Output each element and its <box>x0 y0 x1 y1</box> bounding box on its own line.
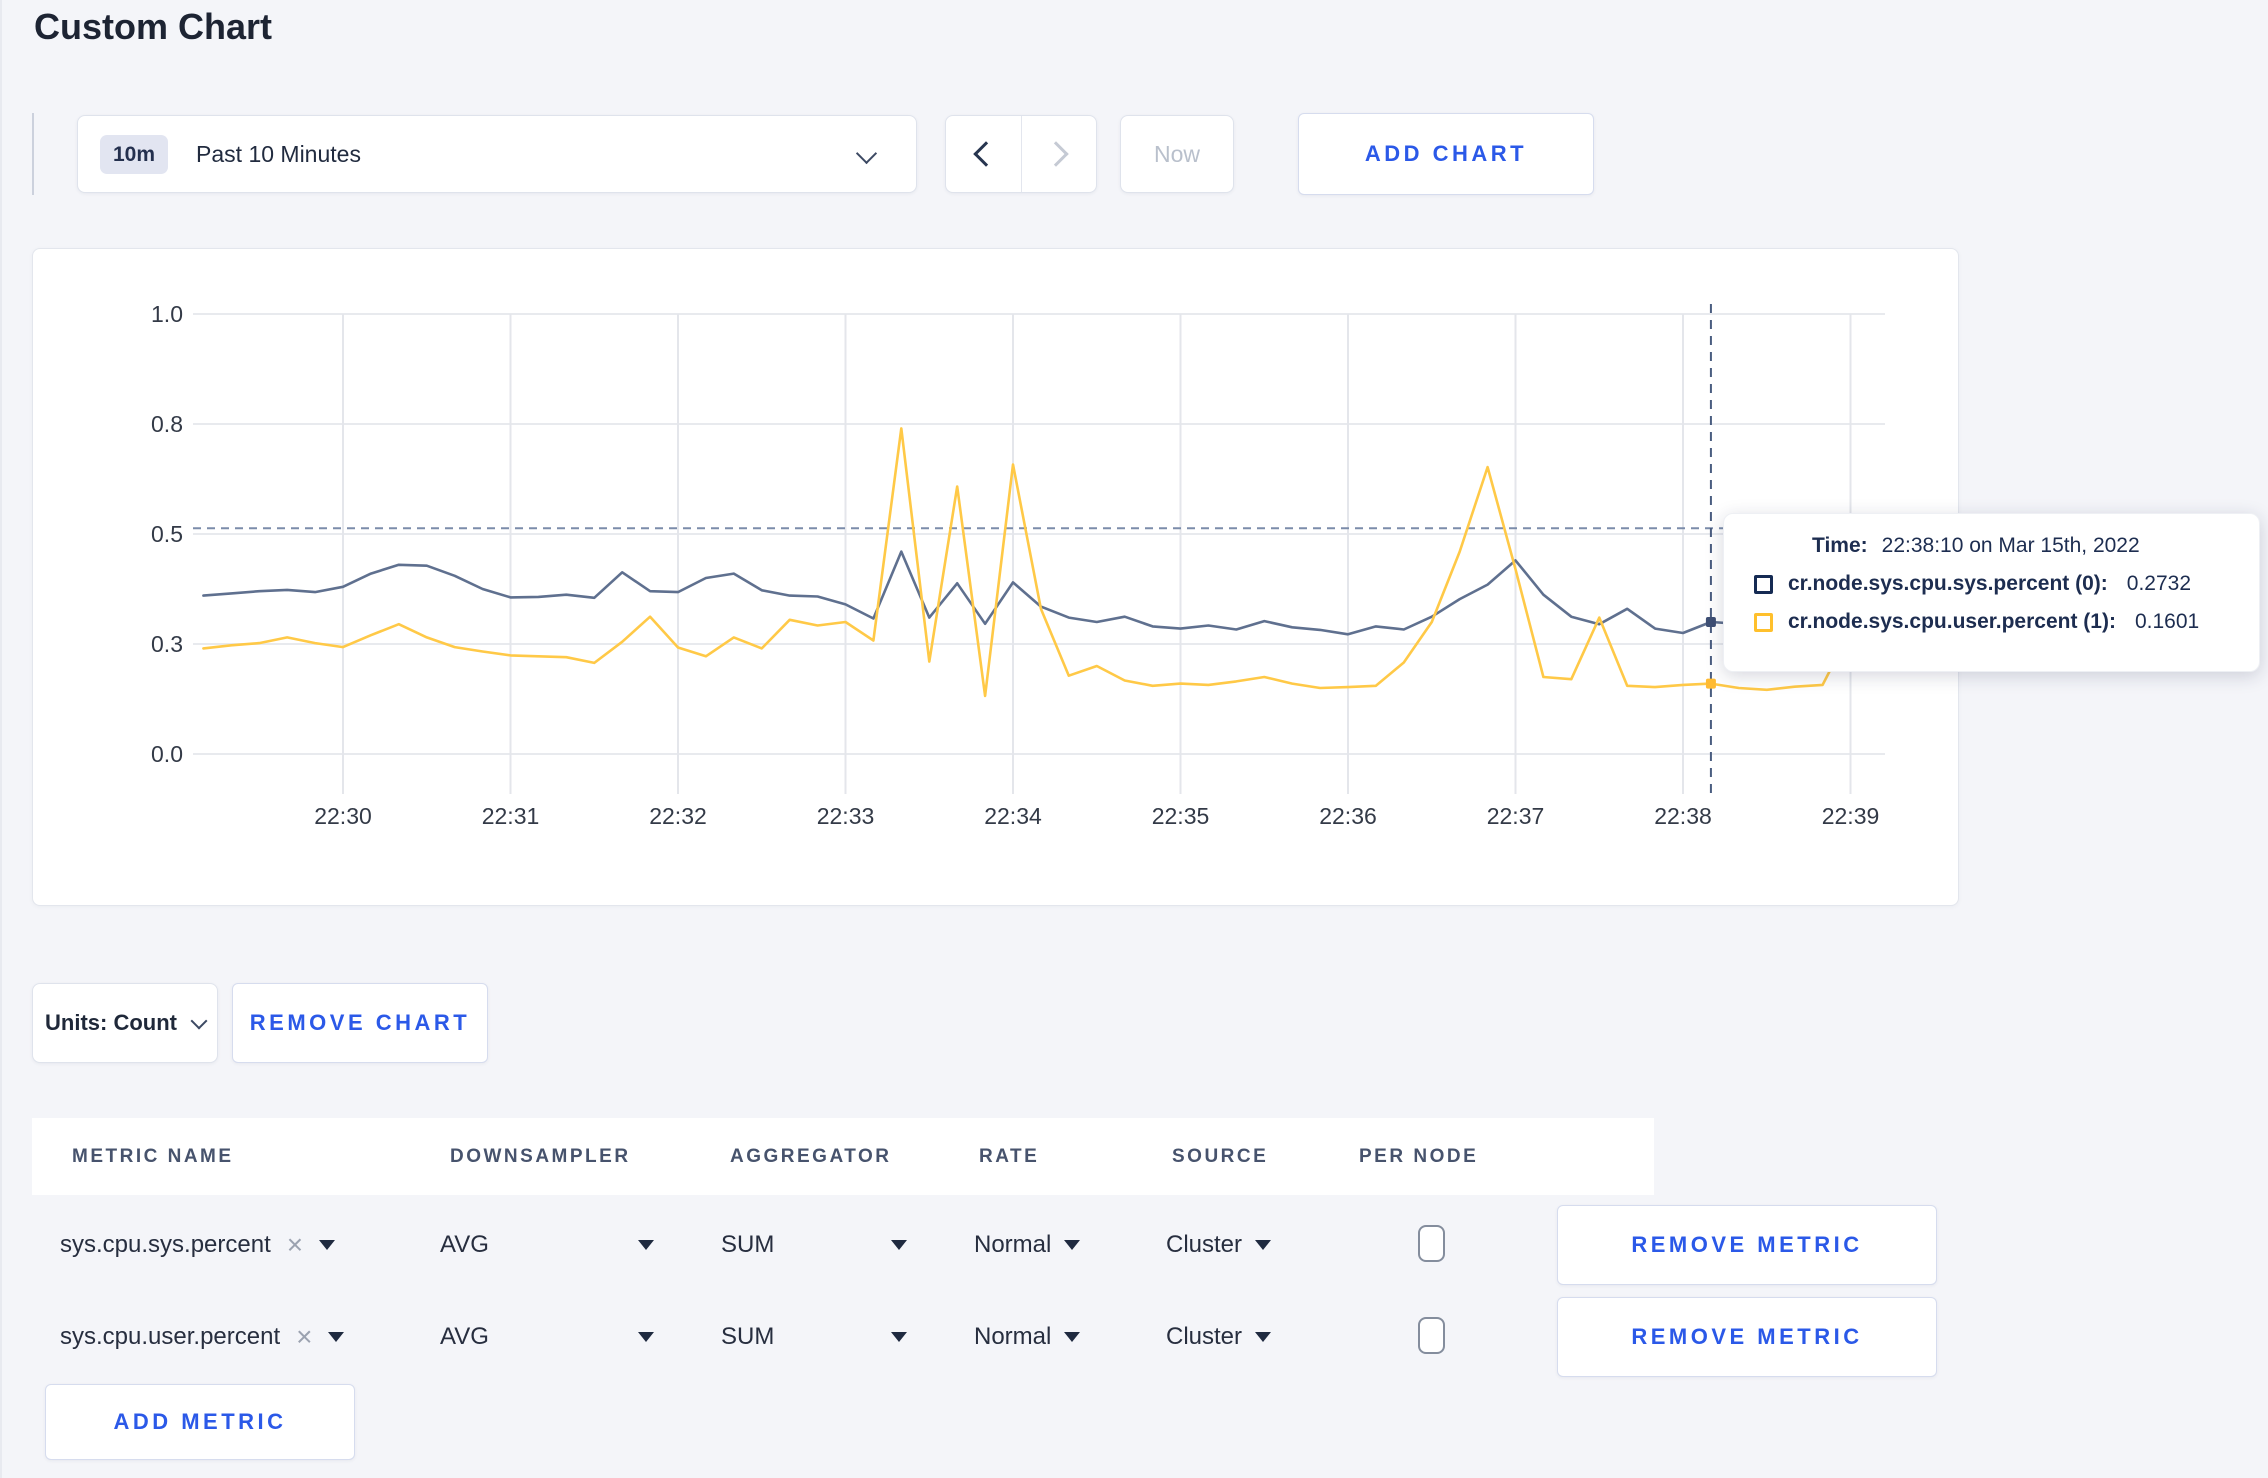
source-select[interactable]: Cluster <box>1166 1297 1272 1377</box>
source-select[interactable]: Cluster <box>1166 1205 1272 1285</box>
caret-down-icon <box>1064 1332 1081 1342</box>
time-range-dropdown[interactable]: 10m Past 10 Minutes <box>77 115 917 193</box>
rate-value: Normal <box>974 1231 1052 1258</box>
metric-name-select[interactable]: sys.cpu.user.percent × <box>60 1297 345 1377</box>
col-source: SOURCE <box>1172 1146 1269 1167</box>
col-metric-name: METRIC NAME <box>72 1146 234 1167</box>
timeseries-chart[interactable] <box>33 249 1960 907</box>
downsampler-select[interactable]: AVG <box>440 1297 654 1377</box>
x-tick-label: 22:34 <box>984 803 1042 829</box>
downsampler-value: AVG <box>440 1231 489 1258</box>
x-tick-label: 22:31 <box>481 803 540 829</box>
aggregator-value: SUM <box>721 1323 775 1350</box>
per-node-checkbox[interactable] <box>1418 1317 1445 1354</box>
col-downsampler: DOWNSAMPLER <box>450 1146 631 1167</box>
tooltip-time-value: 22:38:10 on Mar 15th, 2022 <box>1881 534 2140 557</box>
controls-divider <box>32 113 34 195</box>
tooltip-series-row: cr.node.sys.cpu.user.percent (1): 0.1601 <box>1754 610 2259 634</box>
chart-tooltip: Time: 22:38:10 on Mar 15th, 2022 cr.node.… <box>1723 513 2260 672</box>
x-tick-label: 22:30 <box>314 803 372 829</box>
col-aggregator: AGGREGATOR <box>730 1146 892 1167</box>
caret-down-icon <box>319 1240 336 1250</box>
caret-down-icon <box>1255 1240 1272 1250</box>
per-node-checkbox[interactable] <box>1418 1225 1445 1262</box>
metric-name-select[interactable]: sys.cpu.sys.percent × <box>60 1205 336 1285</box>
caret-down-icon <box>891 1332 907 1342</box>
y-tick-label: 1.0 <box>151 301 183 327</box>
metric-name-value: sys.cpu.user.percent <box>60 1323 281 1350</box>
tooltip-series-value: 0.2732 <box>2126 572 2192 595</box>
col-rate: RATE <box>979 1146 1040 1167</box>
caret-down-icon <box>328 1332 345 1342</box>
rate-value: Normal <box>974 1323 1052 1350</box>
x-tick-label: 22:39 <box>1821 803 1880 829</box>
tooltip-series-label: cr.node.sys.cpu.sys.percent (0): <box>1788 572 2108 595</box>
downsampler-value: AVG <box>440 1323 489 1350</box>
tooltip-series-row: cr.node.sys.cpu.sys.percent (0): 0.2732 <box>1754 572 2259 596</box>
clear-metric-icon[interactable]: × <box>296 1321 313 1352</box>
tooltip-time-label: Time: <box>1812 534 1868 557</box>
caret-down-icon <box>1255 1332 1272 1342</box>
caret-down-icon <box>1064 1240 1081 1250</box>
metrics-table-header: METRIC NAME DOWNSAMPLER AGGREGATOR RATE … <box>32 1118 1654 1195</box>
add-chart-button[interactable]: ADD CHART <box>1298 113 1594 195</box>
rate-select[interactable]: Normal <box>974 1297 1081 1377</box>
x-tick-label: 22:36 <box>1319 803 1377 829</box>
time-range-badge: 10m <box>100 134 169 174</box>
units-dropdown[interactable]: Units: Count <box>32 983 218 1063</box>
chevron-down-icon <box>190 1012 208 1030</box>
source-value: Cluster <box>1166 1323 1243 1350</box>
page-title: Custom Chart <box>34 6 273 47</box>
source-value: Cluster <box>1166 1231 1243 1258</box>
time-back-button[interactable] <box>946 116 1022 192</box>
remove-metric-button[interactable]: REMOVE METRIC <box>1557 1205 1937 1285</box>
metric-name-value: sys.cpu.sys.percent <box>60 1231 271 1258</box>
sys-percent-swatch-icon <box>1754 574 1773 594</box>
clear-metric-icon[interactable]: × <box>286 1229 304 1260</box>
chevron-down-icon <box>855 142 878 165</box>
remove-chart-button[interactable]: REMOVE CHART <box>232 983 488 1063</box>
downsampler-select[interactable]: AVG <box>440 1205 654 1285</box>
chevron-right-icon <box>1043 141 1069 167</box>
time-forward-button[interactable] <box>1022 116 1097 192</box>
caret-down-icon <box>891 1240 907 1250</box>
y-tick-label: 0.5 <box>151 521 183 547</box>
metric-row: sys.cpu.user.percent × AVG SUM Normal Cl… <box>32 1297 1937 1377</box>
caret-down-icon <box>638 1332 654 1342</box>
y-tick-label: 0.8 <box>151 411 183 437</box>
x-tick-label: 22:38 <box>1654 803 1712 829</box>
rate-select[interactable]: Normal <box>974 1205 1081 1285</box>
now-button[interactable]: Now <box>1120 115 1234 193</box>
chart-panel: 0.0 0.3 0.5 0.8 1.0 22:30 22:31 22:32 22:33 22:3… <box>32 248 1959 906</box>
tooltip-time: Time: 22:38:10 on Mar 15th, 2022 <box>1812 534 2259 558</box>
aggregator-select[interactable]: SUM <box>721 1205 907 1285</box>
tooltip-series-value: 0.1601 <box>2134 610 2200 633</box>
time-nav-arrows <box>945 115 1097 193</box>
add-metric-button[interactable]: ADD METRIC <box>45 1384 355 1460</box>
x-tick-label: 22:35 <box>1151 803 1210 829</box>
y-tick-label: 0.0 <box>151 741 183 767</box>
col-per-node: PER NODE <box>1359 1146 1479 1167</box>
remove-metric-button[interactable]: REMOVE METRIC <box>1557 1297 1937 1377</box>
time-range-label: Past 10 Minutes <box>196 140 361 167</box>
user-percent-swatch-icon <box>1754 612 1773 632</box>
x-tick-label: 22:37 <box>1486 803 1545 829</box>
metric-row: sys.cpu.sys.percent × AVG SUM Normal Clu… <box>32 1205 1937 1285</box>
units-label: Units: Count <box>45 1010 177 1035</box>
tooltip-series-label: cr.node.sys.cpu.user.percent (1): <box>1788 610 2116 633</box>
x-tick-label: 22:32 <box>649 803 707 829</box>
aggregator-value: SUM <box>721 1231 775 1258</box>
chevron-left-icon <box>973 141 999 167</box>
aggregator-select[interactable]: SUM <box>721 1297 907 1377</box>
x-tick-label: 22:33 <box>816 803 875 829</box>
caret-down-icon <box>638 1240 654 1250</box>
y-tick-label: 0.3 <box>151 631 183 657</box>
